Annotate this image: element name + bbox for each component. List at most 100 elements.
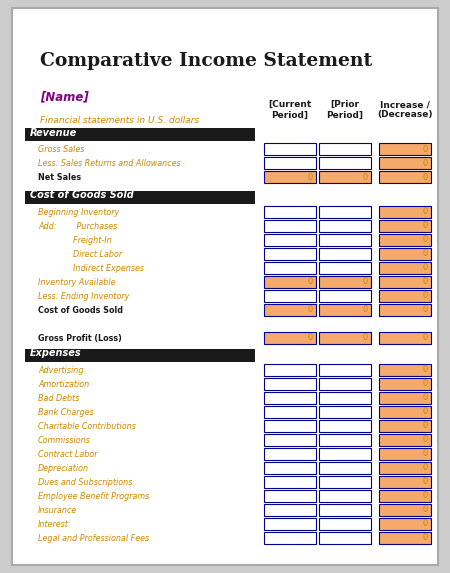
Bar — [25, 191, 255, 204]
Text: Freight-In: Freight-In — [38, 236, 112, 245]
Bar — [264, 462, 316, 474]
Text: 0: 0 — [423, 533, 428, 543]
Bar — [319, 262, 371, 274]
Text: Bad Debts: Bad Debts — [38, 394, 79, 403]
Text: Increase /
(Decrease): Increase / (Decrease) — [377, 100, 433, 119]
Bar — [379, 504, 431, 516]
Bar — [319, 378, 371, 390]
Bar — [319, 171, 371, 183]
Bar — [264, 290, 316, 302]
Bar — [379, 157, 431, 169]
Bar — [264, 420, 316, 432]
Bar — [25, 349, 255, 362]
Bar — [319, 157, 371, 169]
Text: 0: 0 — [308, 277, 313, 286]
Text: 0: 0 — [423, 277, 428, 286]
Bar — [379, 276, 431, 288]
Bar — [379, 234, 431, 246]
Bar — [379, 462, 431, 474]
Text: Gross Profit (Loss): Gross Profit (Loss) — [38, 334, 122, 343]
Text: 0: 0 — [423, 366, 428, 375]
Text: Legal and Professional Fees: Legal and Professional Fees — [38, 534, 149, 543]
Text: 0: 0 — [423, 422, 428, 430]
Bar — [379, 206, 431, 218]
Bar — [264, 448, 316, 460]
Bar — [319, 143, 371, 155]
Text: 0: 0 — [423, 505, 428, 515]
Text: Depreciation: Depreciation — [38, 464, 89, 473]
Text: Insurance: Insurance — [38, 506, 77, 515]
Bar — [264, 220, 316, 232]
Bar — [319, 448, 371, 460]
Bar — [319, 504, 371, 516]
Text: Employee Benefit Programs: Employee Benefit Programs — [38, 492, 149, 501]
Bar — [319, 332, 371, 344]
Text: Dues and Subscriptions: Dues and Subscriptions — [38, 478, 132, 487]
Text: 0: 0 — [423, 264, 428, 273]
Text: Advertising: Advertising — [38, 366, 84, 375]
Bar — [319, 290, 371, 302]
Text: 0: 0 — [423, 379, 428, 388]
Bar — [264, 406, 316, 418]
Text: 0: 0 — [423, 292, 428, 300]
Text: Inventory Available: Inventory Available — [38, 278, 116, 287]
Bar — [319, 532, 371, 544]
Bar — [379, 304, 431, 316]
Text: 0: 0 — [363, 277, 368, 286]
Bar — [379, 248, 431, 260]
Bar — [264, 518, 316, 530]
Text: Revenue: Revenue — [30, 128, 77, 138]
Text: Cost of Goods Sold: Cost of Goods Sold — [30, 190, 134, 201]
Bar — [264, 392, 316, 404]
Bar — [264, 206, 316, 218]
Text: [Prior
Period]: [Prior Period] — [327, 100, 364, 119]
Text: 0: 0 — [423, 435, 428, 445]
Text: 0: 0 — [423, 305, 428, 315]
Bar — [379, 290, 431, 302]
Bar — [379, 143, 431, 155]
Bar — [379, 518, 431, 530]
Bar — [379, 532, 431, 544]
Bar — [319, 406, 371, 418]
Text: 0: 0 — [423, 407, 428, 417]
Text: 0: 0 — [308, 333, 313, 343]
Bar — [379, 220, 431, 232]
Text: Bank Charges: Bank Charges — [38, 408, 94, 417]
Text: [Current
Period]: [Current Period] — [268, 100, 311, 119]
Bar — [264, 304, 316, 316]
Bar — [319, 420, 371, 432]
Text: 0: 0 — [423, 449, 428, 458]
Text: Amortization: Amortization — [38, 380, 89, 389]
Text: 0: 0 — [423, 520, 428, 528]
Text: 0: 0 — [423, 207, 428, 217]
Text: 0: 0 — [363, 172, 368, 182]
Bar — [264, 157, 316, 169]
Text: Less: Sales Returns and Allowances: Less: Sales Returns and Allowances — [38, 159, 180, 168]
Text: Comparative Income Statement: Comparative Income Statement — [40, 52, 372, 70]
Text: 0: 0 — [423, 477, 428, 486]
Text: 0: 0 — [308, 172, 313, 182]
Text: 0: 0 — [423, 492, 428, 500]
Text: 0: 0 — [423, 144, 428, 154]
Text: Expenses: Expenses — [30, 348, 81, 359]
Bar — [379, 448, 431, 460]
Bar — [379, 392, 431, 404]
Text: 0: 0 — [308, 305, 313, 315]
Bar — [264, 532, 316, 544]
Bar — [25, 128, 255, 141]
Bar — [319, 462, 371, 474]
Bar — [379, 171, 431, 183]
Bar — [264, 504, 316, 516]
Text: Gross Sales: Gross Sales — [38, 145, 85, 154]
Text: 0: 0 — [423, 172, 428, 182]
Text: 0: 0 — [423, 333, 428, 343]
Text: Commissions: Commissions — [38, 436, 91, 445]
Bar — [264, 248, 316, 260]
Bar — [319, 248, 371, 260]
Text: Indirect Expenses: Indirect Expenses — [38, 264, 144, 273]
Text: Charitable Contributions: Charitable Contributions — [38, 422, 136, 431]
Text: 0: 0 — [423, 159, 428, 167]
Text: 0: 0 — [363, 305, 368, 315]
Text: 0: 0 — [423, 222, 428, 230]
Text: Contract Labor: Contract Labor — [38, 450, 98, 459]
